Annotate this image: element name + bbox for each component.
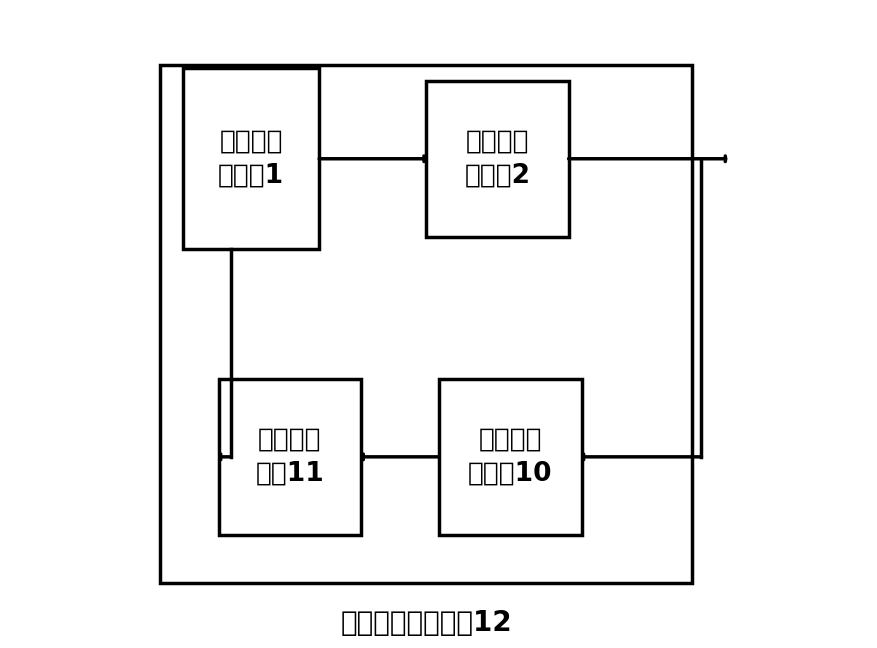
Text: 基带后处
理单元10: 基带后处 理单元10: [467, 427, 552, 487]
Bar: [182, 68, 318, 249]
Text: 算法执行
单元11: 算法执行 单元11: [255, 427, 324, 487]
Text: 基带信号处理单元12: 基带信号处理单元12: [340, 609, 511, 637]
Text: 基带信号
源单元1: 基带信号 源单元1: [217, 129, 284, 189]
Bar: [160, 65, 691, 583]
Bar: [438, 379, 581, 535]
Text: 基带预处
理单元2: 基带预处 理单元2: [464, 129, 530, 189]
Bar: [425, 81, 568, 237]
Bar: [218, 379, 360, 535]
